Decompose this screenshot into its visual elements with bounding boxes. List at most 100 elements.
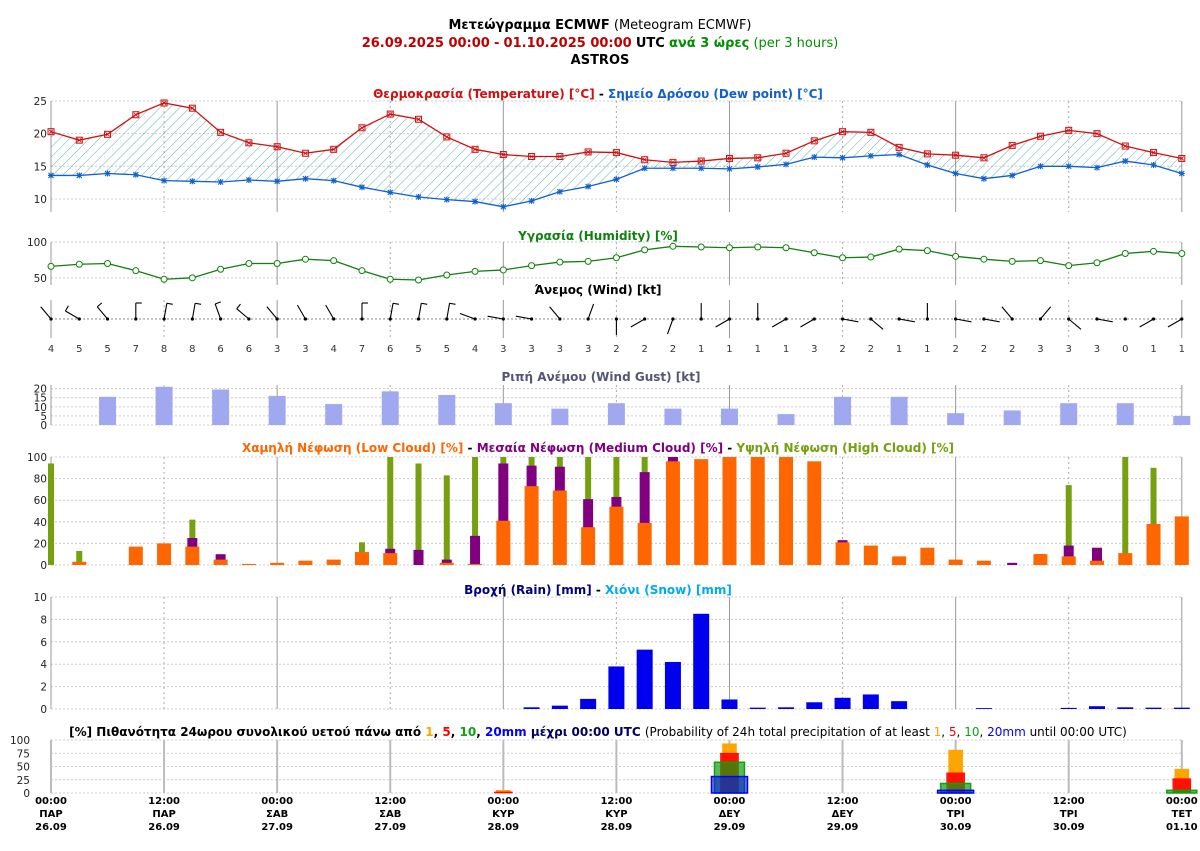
wind-speed-label: 3 <box>274 344 280 355</box>
humidity-title: Υγρασία (Humidity) [%] <box>517 229 678 243</box>
wind-speed-label: 3 <box>302 344 308 355</box>
wind-barb-flag <box>449 302 456 305</box>
date-dash: - <box>494 36 500 51</box>
wind-speed-label: 6 <box>217 344 223 355</box>
prob-20mm-bar <box>936 789 975 794</box>
temp-dewpoint-band <box>51 102 1182 207</box>
low-cloud-bar <box>1174 516 1189 565</box>
prob-en-t5: 5 <box>949 725 957 739</box>
temperature-point-cross <box>190 105 195 111</box>
humidity-point <box>1093 259 1101 267</box>
gust-bar <box>890 396 908 425</box>
humidity-ytick-label: 50 <box>34 273 47 285</box>
dewpoint-point <box>726 165 733 172</box>
temperature-point-cross <box>840 129 845 134</box>
dewpoint-point <box>811 154 818 161</box>
temperature-point <box>754 154 762 162</box>
dewpoint-point <box>1065 163 1072 170</box>
precip-ytick-label: 2 <box>40 682 47 694</box>
x-axis-label: 00:00 ΠΑΡ 26.09 <box>35 796 67 833</box>
wind-barb-flag <box>96 302 103 308</box>
prob-ytick-label: 0 <box>23 788 30 800</box>
x-axis-label: 00:00 ΣΑΒ 27.09 <box>261 796 293 833</box>
prob-t20: 20mm <box>485 725 527 739</box>
snow-title: Χιόνι (Snow) [mm] <box>605 583 732 597</box>
rain-bar <box>1060 707 1077 709</box>
dewpoint-point <box>528 197 535 204</box>
prob-t5: 5 <box>442 725 450 739</box>
title-english: (Meteogram ECMWF) <box>613 18 752 33</box>
low-cloud-bar <box>552 490 567 565</box>
rain-bar <box>1145 707 1162 709</box>
step-greek: ανά 3 ώρες <box>668 36 750 51</box>
wind-speed-label: 5 <box>444 344 450 355</box>
humidity-ytick-label: 100 <box>27 237 47 249</box>
dewpoint-point <box>387 189 394 196</box>
x-axis-time: 00:00 <box>487 796 519 807</box>
wind-barb-flag <box>214 301 221 305</box>
rain-bar <box>608 666 625 709</box>
gust-bar <box>1173 415 1191 425</box>
wind-barb <box>191 303 196 320</box>
low-cloud-bar <box>920 547 935 565</box>
dewpoint-title: Σημείο Δρόσου (Dew point) [°C] <box>608 87 823 101</box>
rain-bar <box>749 707 766 709</box>
wind-barb <box>1068 318 1082 330</box>
temperature-point-cross <box>1151 150 1156 155</box>
humidity-point <box>669 242 677 250</box>
wind-barb <box>65 310 80 320</box>
humidity-point <box>188 274 196 282</box>
wind-barb <box>459 313 476 320</box>
high-cloud-bar <box>76 550 83 565</box>
temperature-ytick-label: 10 <box>34 194 47 206</box>
header-dates: 26.09.2025 00:00 - 01.10.2025 00:00 UTC … <box>0 36 1200 51</box>
x-axis-label: 12:00 ΠΑΡ 26.09 <box>148 796 180 833</box>
low-cloud-bar <box>468 563 483 565</box>
low-cloud-bar <box>1061 556 1076 565</box>
prob-title-gr-suffix: μέχρι 00:00 UTC <box>527 725 645 739</box>
wind-barb <box>587 303 595 320</box>
temperature-point-cross <box>303 150 308 156</box>
low-cloud-bar <box>609 506 624 565</box>
temperature-point-cross <box>48 129 54 134</box>
temperature-point-cross <box>698 158 704 164</box>
gust-bar <box>1116 403 1134 425</box>
wind-barb <box>549 306 561 320</box>
low-cloud-bar <box>779 457 794 565</box>
temperature-point <box>75 136 83 144</box>
humidity-point <box>754 243 762 251</box>
wind-speed-label: 5 <box>104 344 110 355</box>
temperature-point <box>245 139 253 147</box>
medium-cloud-bar <box>498 463 509 565</box>
wind-speed-label: 5 <box>415 344 421 355</box>
x-axis-date: 28.09 <box>601 822 633 833</box>
wind-title: Άνεμος (Wind) [kt] <box>534 283 661 297</box>
wind-barb <box>96 306 108 320</box>
low-cloud-bar <box>72 561 87 565</box>
x-axis-time: 12:00 <box>1053 796 1085 807</box>
precip-grid: 0 2 4 6 8 10 <box>34 592 1183 716</box>
dewpoint-point <box>867 152 874 159</box>
low-cloud-bar <box>750 457 765 565</box>
low-cloud-bar <box>1033 554 1048 565</box>
humidity-point <box>443 271 451 279</box>
temperature-point <box>725 154 733 162</box>
x-axis-date: 29.09 <box>714 822 746 833</box>
low-cloud-bar <box>581 527 596 565</box>
low-cloud-bar <box>270 562 285 565</box>
low-cloud-bar <box>694 459 709 565</box>
dewpoint-point <box>415 193 422 200</box>
x-axis-day: ΤΡΙ <box>1060 809 1078 820</box>
x-axis-time: 12:00 <box>827 796 859 807</box>
wind-speed-label: 4 <box>472 344 478 355</box>
wind-speed-label: 1 <box>1150 344 1156 355</box>
low-cloud-bar <box>637 522 652 565</box>
wind-barb <box>715 318 730 328</box>
prob-en-t1: 1 <box>934 725 942 739</box>
wind-speed-label: 3 <box>1066 344 1072 355</box>
temperature-point <box>1008 141 1016 149</box>
medium-cloud-bar <box>413 549 424 565</box>
humidity-point <box>217 265 225 273</box>
humidity-point <box>612 254 620 262</box>
